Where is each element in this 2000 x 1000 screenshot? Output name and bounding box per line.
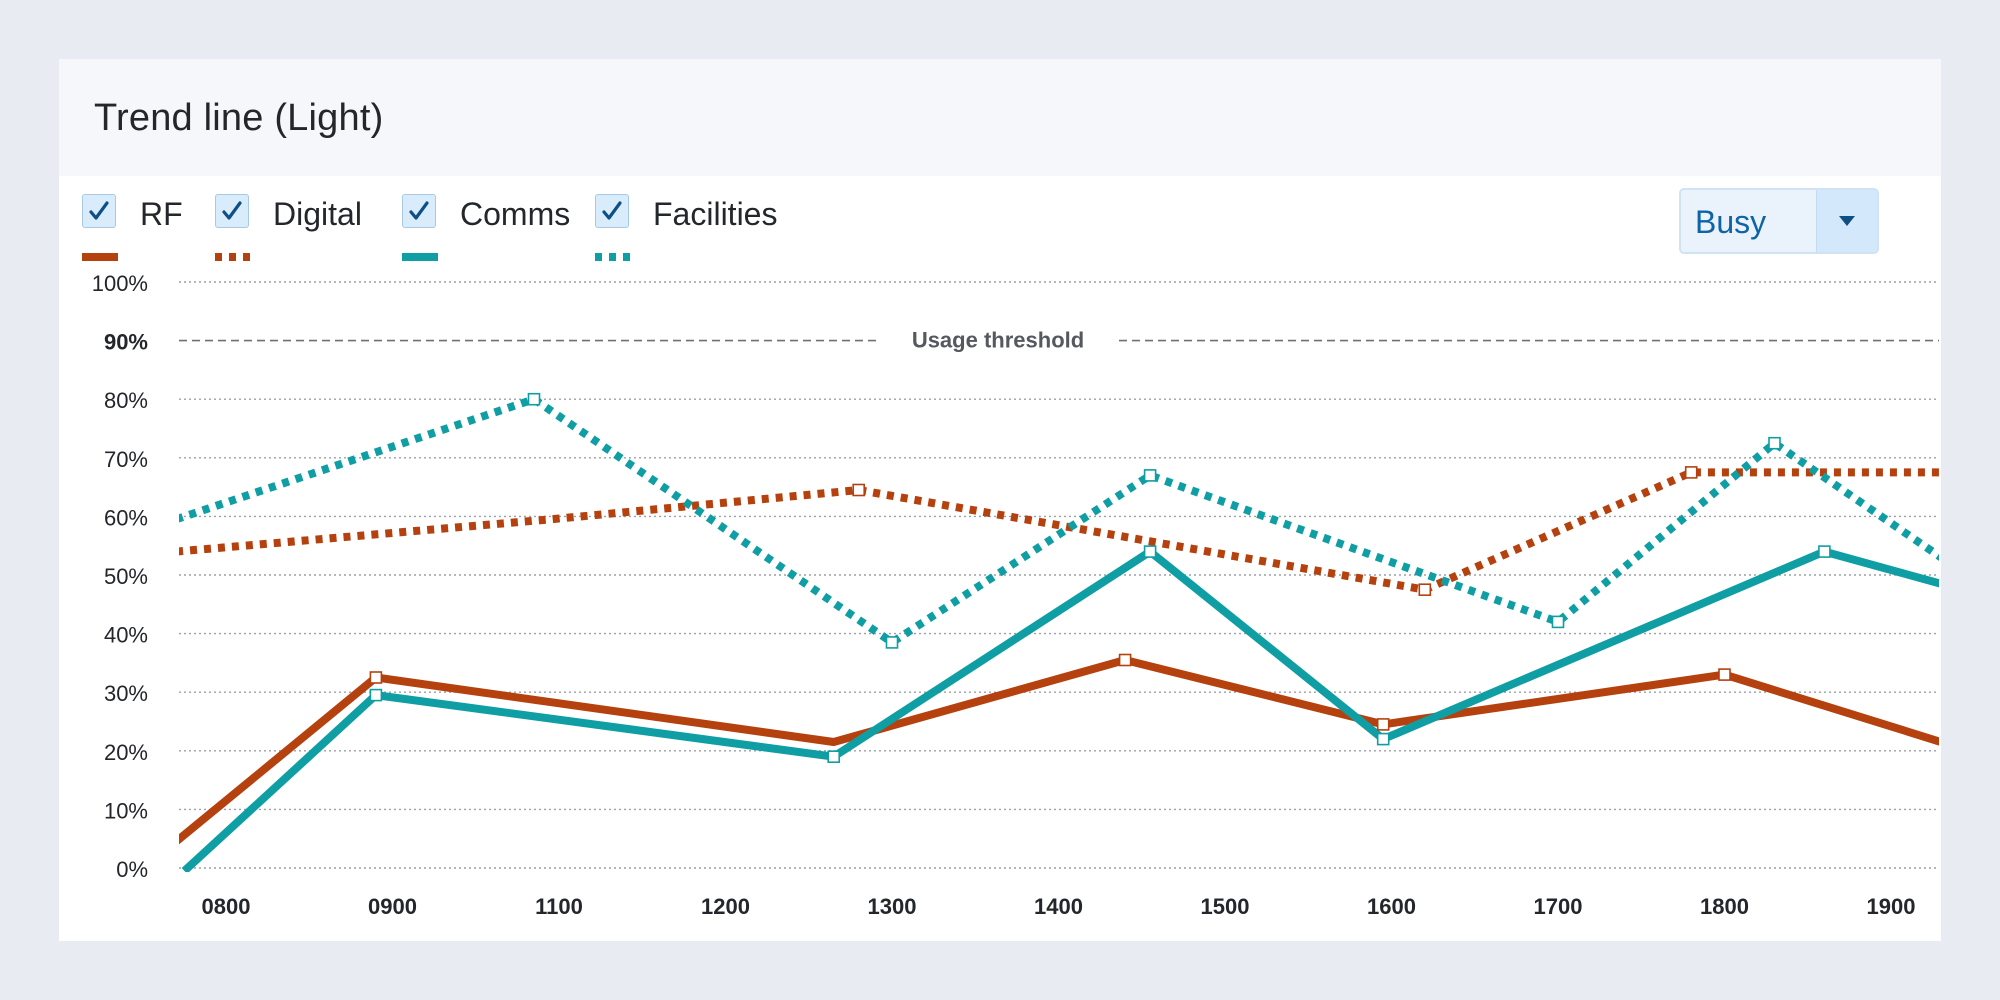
check-icon (602, 201, 622, 220)
legend-swatch-rf (82, 248, 118, 261)
y-tick-label: 20% (104, 740, 148, 765)
data-point-comms[interactable] (369, 688, 383, 702)
check-icon (222, 201, 242, 220)
data-point-comms[interactable] (1376, 732, 1390, 746)
data-point-digital[interactable] (1418, 583, 1432, 597)
legend-item-comms[interactable]: Comms (402, 194, 577, 274)
data-point-facilities[interactable] (527, 392, 541, 406)
data-point-digital[interactable] (852, 483, 866, 497)
y-tick-label: 80% (104, 388, 148, 413)
checkbox-digital[interactable] (215, 194, 249, 228)
series-filter-dropdown[interactable]: Busy (1679, 188, 1879, 254)
legend-item-rf[interactable]: RF (82, 194, 192, 274)
x-tick-label: 1500 (1201, 894, 1250, 919)
legend-swatch-comms (402, 248, 438, 261)
y-tick-label: 50% (104, 564, 148, 589)
x-tick-label: 1800 (1700, 894, 1749, 919)
series-line-facilities (179, 395, 1939, 647)
checkbox-facilities[interactable] (595, 194, 629, 228)
series-line-comms (181, 547, 1939, 872)
data-point-facilities[interactable] (1143, 469, 1157, 482)
x-tick-label: 1400 (1034, 894, 1083, 919)
y-tick-label: 10% (104, 798, 148, 823)
chart-card: Trend line (Light) RF Digital Comms (59, 59, 1941, 941)
x-tick-label: 1200 (701, 894, 750, 919)
chart-title: Trend line (Light) (94, 97, 384, 139)
data-point-comms[interactable] (1818, 545, 1831, 558)
data-point-rf[interactable] (1118, 653, 1132, 667)
x-tick-label: 1600 (1367, 894, 1416, 919)
x-tick-label: 0900 (368, 894, 417, 919)
legend-label-digital: Digital (273, 196, 362, 232)
y-tick-label: 70% (104, 447, 148, 472)
series-line-digital (179, 468, 1939, 594)
threshold-tick-label: 90% (104, 330, 148, 355)
line-chart: 0% 10% 20% 30% 40% 50% 60% 70% 80% 100% Usage thre… (92, 271, 1939, 919)
data-point-rf[interactable] (1376, 718, 1390, 731)
card-header: Trend line (Light) (59, 59, 1941, 176)
series-group (179, 392, 1939, 872)
checkbox-rf[interactable] (82, 194, 116, 228)
y-tick-label: 0% (116, 857, 148, 882)
caret-down-icon (1839, 216, 1855, 226)
data-point-digital[interactable] (1684, 466, 1698, 479)
data-point-facilities[interactable] (885, 636, 899, 649)
data-point-rf[interactable] (1718, 668, 1731, 681)
legend-label-comms: Comms (460, 196, 571, 232)
data-point-facilities[interactable] (1768, 436, 1781, 450)
legend-label-facilities: Facilities (653, 196, 778, 232)
dropdown-value: Busy (1695, 204, 1767, 240)
check-icon (89, 201, 109, 220)
x-tick-label: 0800 (202, 894, 251, 919)
data-point-comms[interactable] (827, 750, 841, 764)
x-tick-label: 1700 (1534, 894, 1583, 919)
legend-label-rf: RF (140, 196, 183, 232)
data-point-rf[interactable] (369, 671, 383, 684)
y-tick-label: 30% (104, 681, 148, 706)
legend-item-digital[interactable]: Digital (215, 194, 375, 274)
check-icon (409, 201, 429, 220)
x-tick-label: 1900 (1867, 894, 1916, 919)
checkbox-comms[interactable] (402, 194, 436, 228)
legend-item-facilities[interactable]: Facilities (595, 194, 795, 274)
y-tick-label: 100% (92, 271, 148, 296)
y-tick-label: 40% (104, 623, 148, 648)
x-tick-label: 1300 (868, 894, 917, 919)
y-tick-label: 60% (104, 505, 148, 530)
x-tick-label: 1100 (535, 894, 583, 919)
data-point-facilities[interactable] (1551, 615, 1565, 629)
threshold-label: Usage threshold (912, 328, 1084, 353)
legend-swatch-facilities (595, 248, 631, 261)
data-point-comms[interactable] (1143, 545, 1157, 558)
legend-swatch-digital (215, 248, 251, 261)
dropdown-toggle[interactable] (1816, 190, 1877, 252)
